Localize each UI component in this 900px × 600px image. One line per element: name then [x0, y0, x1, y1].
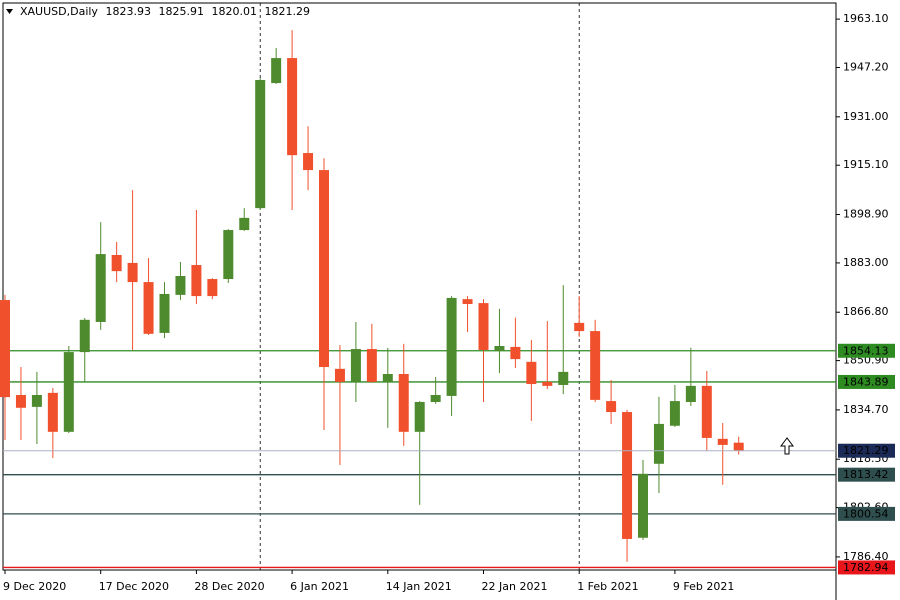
level-label: 1782.94	[843, 561, 889, 574]
y-tick-label: 1915.10	[843, 158, 889, 171]
chart-header: XAUUSD,Daily 1823.93 1825.91 1820.01 182…	[20, 5, 310, 18]
y-tick-label: 1883.00	[843, 256, 889, 269]
candle-body	[701, 385, 712, 438]
header-low: 1820.01	[211, 5, 257, 18]
x-tick-label: 14 Jan 2021	[386, 580, 452, 593]
candle-body	[462, 299, 473, 304]
candle-body	[271, 58, 282, 84]
candle-body	[542, 381, 553, 386]
candle-body	[111, 255, 122, 272]
header-triangle	[6, 9, 13, 14]
arrow-icon	[780, 437, 794, 455]
candle-body	[207, 279, 218, 297]
header-open: 1823.93	[105, 5, 151, 18]
candle-body	[191, 265, 202, 297]
candle-body	[47, 392, 58, 432]
candle-body	[159, 293, 170, 333]
header-high: 1825.91	[158, 5, 204, 18]
candle-body	[574, 322, 585, 332]
level-label: 1854.13	[843, 344, 889, 357]
candle-body	[382, 374, 393, 382]
candle-body	[95, 254, 106, 322]
candle-body	[31, 395, 42, 407]
candle-body	[127, 262, 138, 283]
candle-body	[733, 442, 744, 451]
candle-body	[558, 371, 569, 385]
candle-body	[590, 331, 601, 400]
candle-body	[255, 80, 266, 209]
candle-body	[287, 58, 298, 156]
plot	[0, 3, 836, 570]
level-label: 1813.42	[843, 468, 889, 481]
level-label-bg	[838, 506, 895, 521]
header-close: 1821.29	[264, 5, 310, 18]
candle-body	[653, 423, 664, 464]
current-price-label: 1821.29	[843, 444, 889, 457]
y-tick-label: 1963.10	[843, 12, 889, 25]
candle-body	[638, 473, 648, 538]
x-tick-label: 17 Dec 2020	[99, 580, 169, 593]
candle-body	[526, 361, 537, 385]
candle-body	[303, 153, 314, 171]
candle-body	[398, 374, 409, 432]
candle-body	[622, 412, 633, 539]
x-tick-label: 6 Jan 2021	[290, 580, 349, 593]
level-label-bg	[838, 467, 895, 482]
y-tick-label: 1898.90	[843, 208, 889, 221]
candle-body	[606, 401, 617, 413]
candle-body	[223, 230, 234, 280]
candle-body	[63, 352, 74, 432]
candle-body	[334, 368, 345, 382]
candle-body	[430, 395, 441, 402]
x-tick-label: 28 Dec 2020	[194, 580, 264, 593]
x-tick-label: 9 Feb 2021	[673, 580, 734, 593]
candle-body	[319, 170, 329, 367]
candle-body	[478, 303, 489, 350]
candle-body	[15, 395, 26, 408]
level-label: 1843.89	[843, 375, 889, 388]
candle-body	[685, 385, 696, 402]
y-tick-label: 1947.20	[843, 61, 889, 74]
x-tick-label: 1 Feb 2021	[577, 580, 638, 593]
candle-body	[366, 349, 377, 382]
candle-body	[239, 217, 250, 231]
x-tick-label: 9 Dec 2020	[3, 580, 66, 593]
candle-body	[414, 402, 425, 432]
level-label: 1800.54	[843, 507, 889, 520]
current-price-label-bg	[838, 443, 895, 458]
candle-body	[717, 438, 728, 445]
level-label-bg	[838, 374, 895, 389]
level-label-bg	[838, 343, 895, 358]
candle-body	[446, 297, 457, 396]
candle-body	[494, 346, 505, 351]
candle-body	[175, 276, 186, 295]
x-tick-label: 22 Jan 2021	[482, 580, 548, 593]
symbol: XAUUSD,Daily	[20, 5, 98, 18]
candle-body	[350, 349, 361, 382]
candle-body	[0, 300, 10, 398]
candle-body	[143, 282, 154, 334]
y-tick-label: 1786.40	[843, 550, 889, 563]
y-tick-label: 1834.70	[843, 403, 889, 416]
candle-body	[510, 346, 521, 360]
candle-body	[79, 319, 90, 353]
candle-body	[669, 401, 680, 426]
y-tick-label: 1866.80	[843, 305, 889, 318]
level-label-bg	[838, 560, 895, 575]
y-tick-label: 1931.00	[843, 110, 889, 123]
